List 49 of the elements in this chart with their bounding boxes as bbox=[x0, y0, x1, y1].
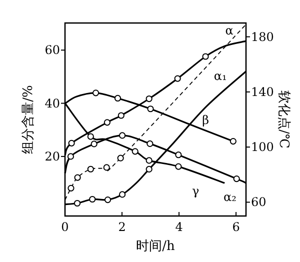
point bbox=[147, 106, 154, 112]
y2-tick-label: 60 bbox=[251, 195, 266, 210]
point bbox=[68, 184, 74, 192]
point bbox=[175, 163, 182, 170]
series-label: β bbox=[202, 112, 210, 127]
x-tick-label: 2 bbox=[118, 220, 126, 234]
series-label: α₁ bbox=[214, 68, 227, 83]
point bbox=[132, 148, 138, 155]
point bbox=[74, 200, 81, 207]
point bbox=[89, 196, 96, 203]
point bbox=[74, 174, 81, 181]
y-tick-label: 40 bbox=[44, 96, 60, 110]
x-tick-label: 6 bbox=[232, 220, 240, 234]
point bbox=[146, 166, 152, 173]
point bbox=[118, 112, 124, 119]
point bbox=[175, 152, 182, 158]
series-label: γ bbox=[192, 184, 200, 198]
y2-tick-label: 100 bbox=[251, 140, 274, 154]
point bbox=[146, 95, 152, 102]
point bbox=[118, 191, 126, 198]
y-tick-label: 20 bbox=[44, 149, 60, 164]
point bbox=[68, 140, 75, 146]
point bbox=[104, 196, 112, 204]
point bbox=[103, 164, 110, 171]
point bbox=[87, 133, 94, 140]
point bbox=[87, 166, 94, 172]
point bbox=[118, 132, 126, 139]
x-tick-label: 4 bbox=[175, 220, 184, 234]
point bbox=[146, 140, 154, 147]
series-label: α bbox=[225, 24, 234, 38]
point bbox=[117, 154, 124, 162]
point bbox=[174, 75, 181, 82]
point bbox=[230, 138, 236, 145]
point bbox=[104, 119, 110, 126]
point bbox=[114, 94, 122, 102]
y-axis-title: 组分含量/% bbox=[21, 85, 36, 154]
series-label: α₂ bbox=[224, 190, 237, 204]
point bbox=[146, 157, 152, 164]
x-axis-title: 时间/h bbox=[136, 239, 176, 254]
point bbox=[233, 175, 240, 182]
y-tick-label: 60 bbox=[44, 43, 60, 58]
y2-tick-label: 180 bbox=[251, 30, 274, 44]
y2-axis-title: 软化点/℃ bbox=[276, 90, 291, 148]
point bbox=[67, 153, 74, 160]
point bbox=[202, 53, 209, 60]
x-tick-label: 0 bbox=[61, 220, 69, 234]
point bbox=[92, 90, 100, 96]
point bbox=[90, 140, 98, 148]
y2-tick-label: 140 bbox=[251, 84, 274, 99]
